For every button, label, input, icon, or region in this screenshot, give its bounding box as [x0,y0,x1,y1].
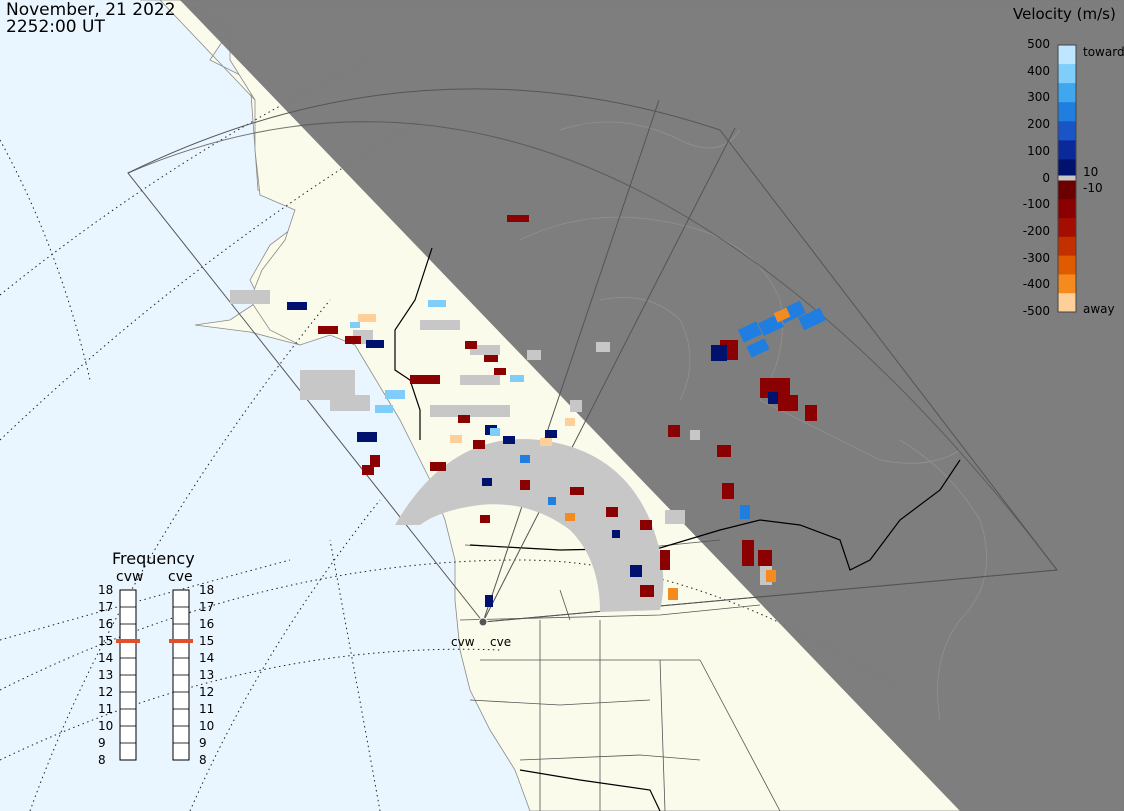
night-region [180,0,1124,811]
frequency-scale-label: 11 [199,702,215,716]
colorbar-away-segment [1058,274,1076,294]
colorbar-toward-label: toward [1083,45,1124,59]
frequency-scale-label: 8 [98,753,106,767]
colorbar-toward-segment [1058,140,1076,160]
colorbar-tick-label: -200 [1022,223,1050,238]
frequency-scale-label: 9 [199,736,207,750]
fov-outline [127,88,1058,623]
colorbar-tick-label: -500 [1022,304,1050,318]
frequency-scale-label: 10 [199,719,215,733]
frequency-scale-label: 13 [98,668,114,682]
frequency-scale-label: 16 [199,617,215,631]
frequency-scale-label: 15 [199,634,215,648]
colorbar-away-segment [1058,199,1076,219]
velocity-cells [287,215,826,607]
colorbar-tick-label: -100 [1022,197,1050,212]
colorbar-tick-label: -300 [1022,250,1050,265]
frequency-scale-label: 12 [98,685,114,699]
frequency-scale-label: 17 [98,600,114,614]
graticule [0,59,901,811]
frequency-scale-label: 13 [199,668,215,682]
colorbar-tick-label: 500 [1027,37,1050,51]
frequency-scale-label: 8 [199,753,207,767]
night-coastlines [519,121,988,721]
colorbar-toward-segment [1058,83,1076,103]
site-marker [478,617,488,627]
frequency-radar-label-west: cvw [116,569,144,585]
frequency-scale-label: 18 [199,583,215,597]
colorbar-away-segment [1058,236,1076,257]
frequency-radar-label-east: cve [168,569,193,585]
frequency-scale-label: 12 [199,685,215,699]
colorbar-toward-segment [1058,45,1076,65]
colorbar-tick-label: 200 [1027,117,1050,132]
frequency-scale-label: 14 [98,651,114,665]
colorbar [1057,44,1077,313]
colorbar-tick-label: 100 [1027,143,1050,158]
colorbar-away-segment [1058,218,1076,238]
frequency-title: Frequency [112,549,195,568]
frequency-scales [116,589,193,761]
colorbar-tick-label: 400 [1027,63,1050,78]
colorbar-toward-segment [1058,121,1076,141]
colorbar-away-label: away [1083,302,1115,316]
frequency-active-marker [169,639,193,643]
colorbar-away-segment [1058,255,1076,275]
frequency-scale-label: 11 [98,702,114,716]
colorbar-toward-segment [1058,159,1076,179]
ground-scatter [230,290,772,612]
frequency-active-marker [116,639,140,643]
frequency-scale-label: 10 [98,719,114,733]
frequency-scale-label: 16 [98,617,114,631]
time-label: 2252:00 UT [6,17,105,37]
frequency-scale-label: 17 [199,600,215,614]
colorbar-away-segment [1058,180,1076,200]
site-label-east: cve [490,635,512,649]
colorbar-toward-segment [1058,102,1076,122]
frequency-scale-label: 15 [98,634,114,648]
date-label: November, 21 2022 [6,0,176,20]
colorbar-border [1057,44,1077,313]
frequency-scale-label: 18 [98,583,114,597]
colorbar-tick-label: 0 [1042,170,1050,185]
colorbar-toward-segment [1058,64,1076,84]
frequency-scale-label: 9 [98,736,106,750]
colorbar-inner-negative: -10 [1083,181,1103,195]
colorbar-title: Velocity (m/s) [1013,5,1116,23]
colorbar-tick-label: -400 [1022,277,1050,292]
colorbar-away-segment [1058,293,1076,313]
site-label-west: cvw [451,635,475,649]
colorbar-inner-positive: 10 [1083,165,1099,179]
frequency-scale-label: 14 [199,651,215,665]
colorbar-tick-label: 300 [1027,90,1050,105]
colorbar-ground-scatter-segment [1058,175,1076,181]
